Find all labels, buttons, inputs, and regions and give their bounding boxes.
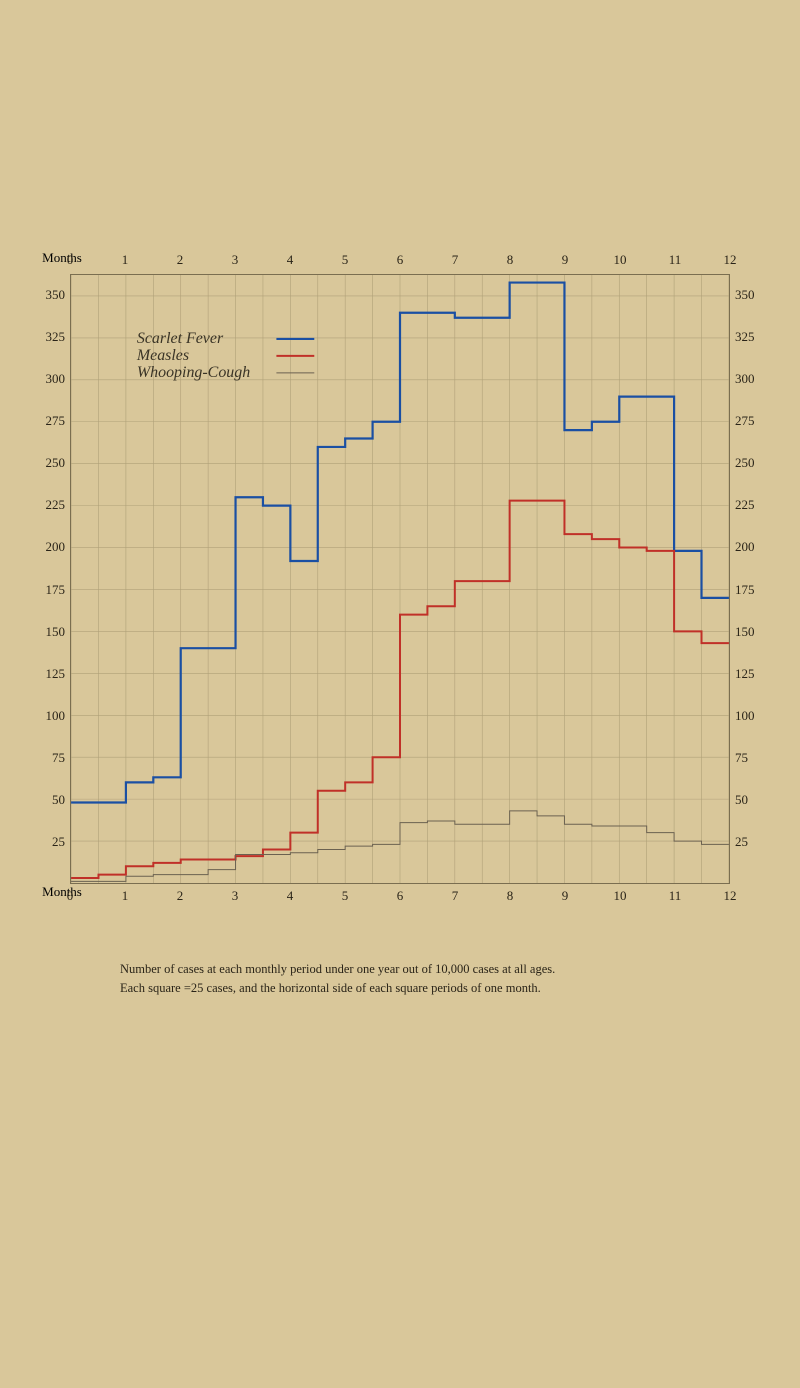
svg-text:Measles: Measles bbox=[136, 347, 189, 364]
y-tick-left-300: 300 bbox=[15, 371, 65, 387]
x-tick-top-3: 3 bbox=[232, 252, 239, 268]
y-tick-right-50: 50 bbox=[735, 792, 785, 808]
y-tick-left-100: 100 bbox=[15, 708, 65, 724]
x-tick-bottom-8: 8 bbox=[507, 888, 514, 904]
x-tick-top-4: 4 bbox=[287, 252, 294, 268]
y-tick-left-275: 275 bbox=[15, 413, 65, 429]
x-tick-top-7: 7 bbox=[452, 252, 459, 268]
y-axis-left: 25 50 75 100 125 150 175 200 225 250 275 300 325 350 bbox=[15, 274, 65, 884]
x-axis-top: Months 0123456789101112 bbox=[70, 250, 730, 274]
x-tick-bottom-0: 0 bbox=[67, 888, 74, 904]
y-tick-left-350: 350 bbox=[15, 287, 65, 303]
x-tick-bottom-1: 1 bbox=[122, 888, 129, 904]
y-tick-left-75: 75 bbox=[15, 750, 65, 766]
x-tick-top-6: 6 bbox=[397, 252, 404, 268]
y-tick-left-200: 200 bbox=[15, 539, 65, 555]
y-tick-left-150: 150 bbox=[15, 624, 65, 640]
step-chart: Scarlet FeverMeaslesWhooping-Cough bbox=[70, 274, 730, 884]
x-tick-bottom-6: 6 bbox=[397, 888, 404, 904]
y-tick-left-50: 50 bbox=[15, 792, 65, 808]
y-tick-right-200: 200 bbox=[735, 539, 785, 555]
x-tick-bottom-7: 7 bbox=[452, 888, 459, 904]
y-tick-left-175: 175 bbox=[15, 582, 65, 598]
x-tick-bottom-10: 10 bbox=[614, 888, 627, 904]
y-tick-right-300: 300 bbox=[735, 371, 785, 387]
x-tick-top-11: 11 bbox=[669, 252, 682, 268]
y-tick-left-225: 225 bbox=[15, 497, 65, 513]
x-tick-bottom-4: 4 bbox=[287, 888, 294, 904]
x-axis-label-top: Months bbox=[42, 250, 82, 266]
y-tick-right-350: 350 bbox=[735, 287, 785, 303]
x-tick-top-9: 9 bbox=[562, 252, 569, 268]
x-tick-top-12: 12 bbox=[724, 252, 737, 268]
caption-line-2: Each square =25 cases, and the horizonta… bbox=[120, 979, 740, 998]
plot-wrap: 255075100125150175200225250275300325350 … bbox=[70, 274, 730, 884]
x-tick-top-2: 2 bbox=[177, 252, 184, 268]
svg-text:Whooping-Cough: Whooping-Cough bbox=[137, 364, 250, 381]
y-tick-left-25: 25 bbox=[15, 834, 65, 850]
y-tick-right-25: 25 bbox=[735, 834, 785, 850]
y-tick-right-225: 225 bbox=[735, 497, 785, 513]
y-tick-left-250: 250 bbox=[15, 455, 65, 471]
y-tick-right-150: 150 bbox=[735, 624, 785, 640]
y-tick-left-325: 325 bbox=[15, 329, 65, 345]
x-tick-top-8: 8 bbox=[507, 252, 514, 268]
x-tick-top-10: 10 bbox=[614, 252, 627, 268]
x-tick-bottom-2: 2 bbox=[177, 888, 184, 904]
y-tick-right-325: 325 bbox=[735, 329, 785, 345]
x-tick-top-0: 0 bbox=[67, 252, 74, 268]
x-tick-bottom-12: 12 bbox=[724, 888, 737, 904]
chart-container: Months 0123456789101112 2550751001251501… bbox=[70, 250, 730, 908]
y-tick-right-175: 175 bbox=[735, 582, 785, 598]
y-tick-right-75: 75 bbox=[735, 750, 785, 766]
x-axis-label-bottom: Months bbox=[42, 884, 82, 900]
svg-text:Scarlet Fever: Scarlet Fever bbox=[137, 330, 224, 347]
x-tick-top-5: 5 bbox=[342, 252, 349, 268]
y-axis-right: 25 50 75 100 125 150 175 200 225 250 275 300 325 350 bbox=[735, 274, 785, 884]
x-tick-bottom-3: 3 bbox=[232, 888, 239, 904]
x-tick-bottom-5: 5 bbox=[342, 888, 349, 904]
caption: Number of cases at each monthly period u… bbox=[120, 960, 740, 999]
x-tick-bottom-9: 9 bbox=[562, 888, 569, 904]
x-axis-bottom: Months 0123456789101112 bbox=[70, 884, 730, 908]
y-tick-right-275: 275 bbox=[735, 413, 785, 429]
y-tick-left-125: 125 bbox=[15, 666, 65, 682]
y-tick-right-125: 125 bbox=[735, 666, 785, 682]
y-tick-right-100: 100 bbox=[735, 708, 785, 724]
caption-line-1: Number of cases at each monthly period u… bbox=[120, 960, 740, 979]
x-tick-bottom-11: 11 bbox=[669, 888, 682, 904]
x-tick-top-1: 1 bbox=[122, 252, 129, 268]
y-tick-right-250: 250 bbox=[735, 455, 785, 471]
page-root: Months 0123456789101112 2550751001251501… bbox=[0, 0, 800, 1388]
